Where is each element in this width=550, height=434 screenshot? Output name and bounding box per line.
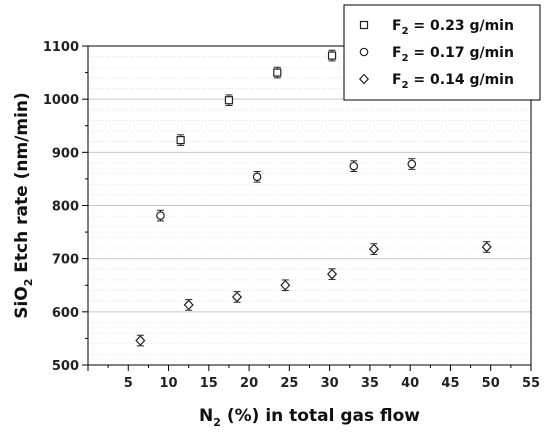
x-axis-title-rest: (%) in total gas flow: [221, 406, 420, 426]
y-axis-title-sub: 2: [22, 279, 35, 287]
data-point: [483, 242, 491, 251]
data-point: [408, 160, 415, 167]
x-tick-label: 25: [280, 376, 298, 391]
x-tick-label: 10: [159, 376, 177, 391]
x-axis-title-sub: 2: [213, 416, 221, 429]
y-tick-label: 600: [52, 306, 79, 321]
y-axis-title: SiO2 Etch rate (nm/min): [12, 92, 35, 319]
data-point: [177, 137, 184, 144]
x-tick-label: 50: [482, 376, 500, 391]
data-point: [328, 270, 336, 279]
y-tick-label: 900: [52, 146, 79, 161]
y-tick-label: 500: [52, 359, 79, 374]
x-axis: 5 10 15 20 25 30 35 40 45 50 55: [88, 365, 540, 391]
data-point: [184, 300, 192, 309]
y-tick-label: 1000: [43, 93, 79, 108]
y-tick-label: 800: [52, 200, 79, 215]
data-point: [225, 97, 232, 104]
series-circle: [157, 159, 416, 221]
x-tick-label: 30: [321, 376, 339, 391]
data-point: [329, 52, 336, 59]
x-tick-label: 45: [441, 376, 459, 391]
legend-marker: [361, 22, 368, 29]
y-axis-title-rest: Etch rate (nm/min): [12, 92, 32, 278]
x-tick-label: 40: [401, 376, 419, 391]
data-point: [370, 245, 378, 254]
x-axis-title-main: N: [199, 406, 213, 426]
x-tick-label: 55: [522, 376, 540, 391]
data-point: [274, 69, 281, 76]
data-point: [233, 292, 241, 301]
grid-lines: [88, 57, 531, 355]
data-point: [136, 336, 144, 345]
data-point: [157, 212, 164, 219]
legend-marker: [360, 48, 367, 55]
y-tick-label: 700: [52, 253, 79, 268]
data-point: [350, 162, 357, 169]
series-diamond: [136, 242, 491, 346]
x-tick-label: 20: [240, 376, 258, 391]
data-point: [253, 173, 260, 180]
x-tick-label: 5: [124, 376, 133, 391]
x-axis-title: N2 (%) in total gas flow: [199, 406, 420, 429]
data-point: [281, 281, 289, 290]
x-tick-label: 35: [361, 376, 379, 391]
y-axis: 500 600 700 800 900 1000 1100: [43, 40, 88, 374]
y-tick-label: 1100: [43, 40, 79, 55]
x-tick-label: 15: [200, 376, 218, 391]
y-axis-title-main: SiO: [12, 286, 32, 319]
